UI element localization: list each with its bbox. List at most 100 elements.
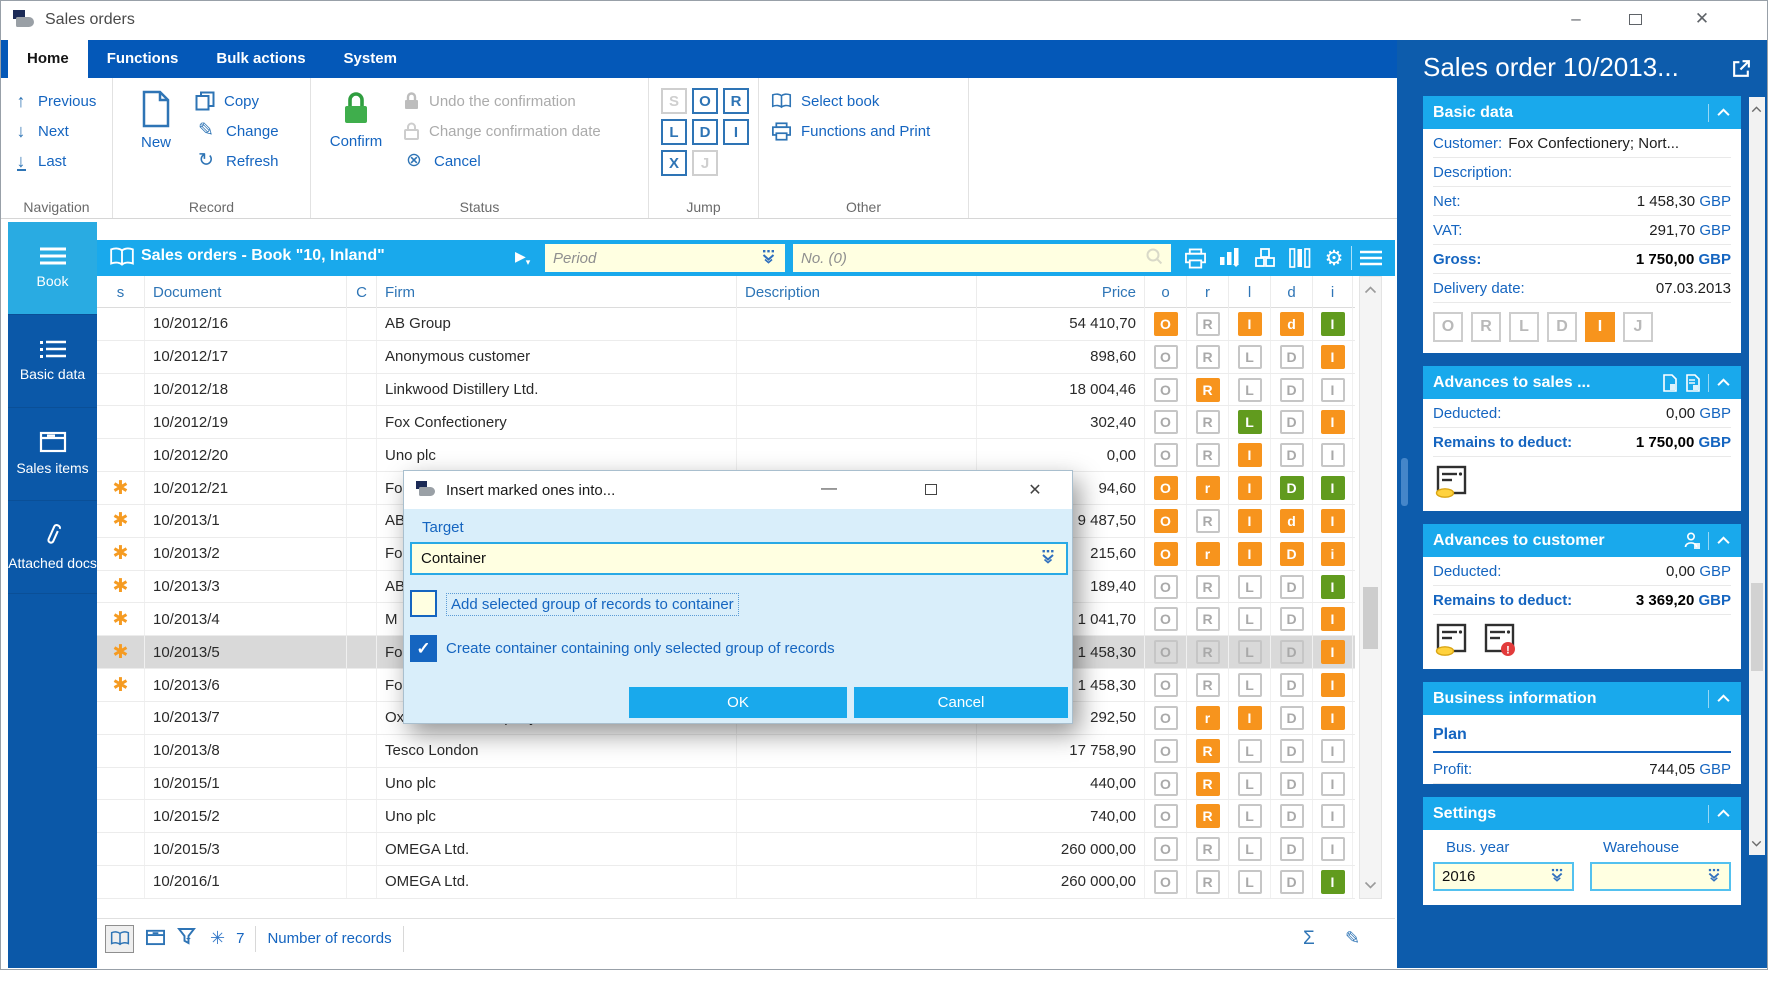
cancel-button[interactable]: Cancel <box>854 687 1068 718</box>
sidebar-item-basic-data[interactable]: Basic data <box>8 315 97 408</box>
advance-warning-icon[interactable]: ! <box>1481 623 1519 657</box>
table-row[interactable]: 10/2012/18 Linkwood Distillery Ltd. 18 004… <box>97 373 1355 407</box>
tab-home[interactable]: Home <box>8 40 88 78</box>
sidebar-item-attached-docs[interactable]: Attached docs <box>8 501 97 594</box>
table-row[interactable]: 10/2013/8 Tesco London 17 758,90 O R L D I <box>97 734 1355 768</box>
table-row[interactable]: 10/2015/1 Uno plc 440,00 O R L D I <box>97 767 1355 801</box>
col-header-i[interactable]: i <box>1313 276 1353 308</box>
table-row[interactable]: 10/2012/19 Fox Confectionery 302,40 O R L D I <box>97 406 1355 440</box>
scrollbar-thumb[interactable] <box>1363 587 1378 649</box>
period-filter[interactable]: Period <box>545 244 785 272</box>
jump-O-button[interactable]: O <box>692 88 718 114</box>
target-combo[interactable]: Container <box>410 542 1068 575</box>
col-header-document[interactable]: Document <box>145 276 347 308</box>
create-container-checkbox[interactable]: ✓ <box>410 635 437 662</box>
gear-icon[interactable]: ⚙ <box>1324 246 1344 270</box>
add-to-container-checkbox[interactable] <box>410 590 437 617</box>
marked-asterisk-icon[interactable]: ✳ <box>210 928 226 948</box>
edit-pencil-icon[interactable]: ✎ <box>1345 928 1361 948</box>
panel-scrollbar[interactable] <box>1749 97 1765 855</box>
jump-D-button[interactable]: D <box>692 119 718 145</box>
advance-invoice-icon[interactable] <box>1433 623 1471 657</box>
chevron-up-icon[interactable] <box>1716 108 1731 117</box>
col-header-l[interactable]: l <box>1229 276 1271 308</box>
chevron-up-icon[interactable] <box>1716 536 1731 545</box>
jump-L-button[interactable]: L <box>661 119 687 145</box>
jump-X-button[interactable]: X <box>661 150 687 176</box>
new-button[interactable]: New <box>125 86 187 151</box>
cubes-icon[interactable] <box>1252 245 1280 271</box>
confirm-button[interactable]: Confirm <box>323 86 389 150</box>
next-button[interactable]: ↓ Next <box>13 116 102 146</box>
add-to-container-label[interactable]: Add selected group of records to contain… <box>446 593 739 616</box>
chevron-up-icon[interactable] <box>1716 809 1731 818</box>
col-header-description[interactable]: Description <box>737 276 977 308</box>
col-header-s[interactable]: s <box>97 276 145 308</box>
refresh-button[interactable]: ↻ Refresh <box>195 146 279 176</box>
table-row[interactable]: 10/2016/1 OMEGA Ltd. 260 000,00 O R L D I <box>97 866 1355 899</box>
person-icon[interactable] <box>1684 531 1701 550</box>
section-header-basic-data[interactable]: Basic data <box>1423 96 1741 129</box>
tab-system[interactable]: System <box>343 50 397 67</box>
create-container-label[interactable]: Create container containing only selecte… <box>446 640 835 657</box>
hamburger-menu-icon[interactable] <box>1357 245 1385 271</box>
panel-title: Sales order 10/2013... <box>1423 52 1679 82</box>
sidebar-item-sales-items[interactable]: Sales items <box>8 408 97 501</box>
dialog-close-button[interactable]: ✕ <box>1028 482 1042 499</box>
warehouse-combo[interactable] <box>1590 862 1731 891</box>
number-search-field[interactable]: No. (0) <box>793 244 1171 272</box>
document-icon[interactable] <box>1662 373 1678 392</box>
columns-icon[interactable] <box>1286 245 1314 271</box>
col-header-firm[interactable]: Firm <box>377 276 737 308</box>
chart-icon[interactable] <box>1216 245 1244 271</box>
close-button[interactable]: ✕ <box>1694 9 1710 28</box>
document-list-icon[interactable] <box>1685 373 1701 392</box>
select-book-button[interactable]: Select book <box>771 86 958 116</box>
jump-R-button[interactable]: R <box>723 88 749 114</box>
functions-and-print-button[interactable]: Functions and Print <box>771 116 958 146</box>
chevron-up-icon[interactable] <box>1716 378 1731 387</box>
section-header-advances-customer[interactable]: Advances to customer <box>1423 524 1741 557</box>
external-link-icon[interactable] <box>1731 58 1752 84</box>
previous-button[interactable]: ↑ Previous <box>13 86 102 116</box>
section-header-advances-sales[interactable]: Advances to sales ... <box>1423 366 1741 399</box>
book-view-button[interactable] <box>105 924 134 953</box>
sidebar-item-book[interactable]: Book <box>8 222 97 315</box>
chevron-up-icon[interactable] <box>1716 694 1731 703</box>
tab-functions[interactable]: Functions <box>106 50 179 67</box>
print-icon[interactable] <box>1181 245 1209 271</box>
section-header-business-information[interactable]: Business information <box>1423 682 1741 715</box>
col-header-d[interactable]: d <box>1271 276 1313 308</box>
table-row[interactable]: 10/2012/20 Uno plc 0,00 O R I D I <box>97 439 1355 473</box>
copy-button[interactable]: Copy <box>195 86 279 116</box>
col-header-c[interactable]: C <box>347 276 377 308</box>
play-dropdown-icon[interactable]: ▶▾ <box>515 248 531 267</box>
maximize-button[interactable] <box>1629 14 1642 25</box>
table-row[interactable]: 10/2015/2 Uno plc 740,00 O R L D I <box>97 800 1355 834</box>
last-button[interactable]: ↓ Last <box>13 146 102 176</box>
splitter-grip[interactable] <box>1401 458 1408 506</box>
container-icon[interactable] <box>145 927 166 950</box>
ok-button[interactable]: OK <box>629 687 847 718</box>
bus-year-combo[interactable]: 2016 <box>1433 862 1574 891</box>
tab-bulk-actions[interactable]: Bulk actions <box>216 50 306 67</box>
jump-I-button[interactable]: I <box>723 119 749 145</box>
sum-sigma-icon[interactable]: Σ <box>1303 927 1315 949</box>
col-header-r[interactable]: r <box>1187 276 1229 308</box>
table-row[interactable]: 10/2012/17 Anonymous customer 898,60 O R L D I <box>97 340 1355 374</box>
table-scrollbar[interactable] <box>1359 276 1382 899</box>
dialog-maximize-button[interactable] <box>925 484 937 495</box>
col-header-price[interactable]: Price <box>977 276 1145 308</box>
change-button[interactable]: ✎ Change <box>195 116 279 146</box>
panel-scrollbar-thumb[interactable] <box>1751 583 1763 671</box>
cancel-status-button[interactable]: ⊗ Cancel <box>403 146 601 176</box>
col-header-o[interactable]: o <box>1145 276 1187 308</box>
table-row[interactable]: 10/2015/3 OMEGA Ltd. 260 000,00 O R L D I <box>97 833 1355 867</box>
document-cell: 10/2013/2 <box>145 537 347 570</box>
minimize-button[interactable]: – <box>1571 9 1581 28</box>
filter-icon[interactable] <box>177 927 199 951</box>
dialog-minimize-button[interactable]: — <box>821 480 837 497</box>
advance-invoice-icon[interactable] <box>1433 465 1471 499</box>
section-header-settings[interactable]: Settings <box>1423 797 1741 830</box>
